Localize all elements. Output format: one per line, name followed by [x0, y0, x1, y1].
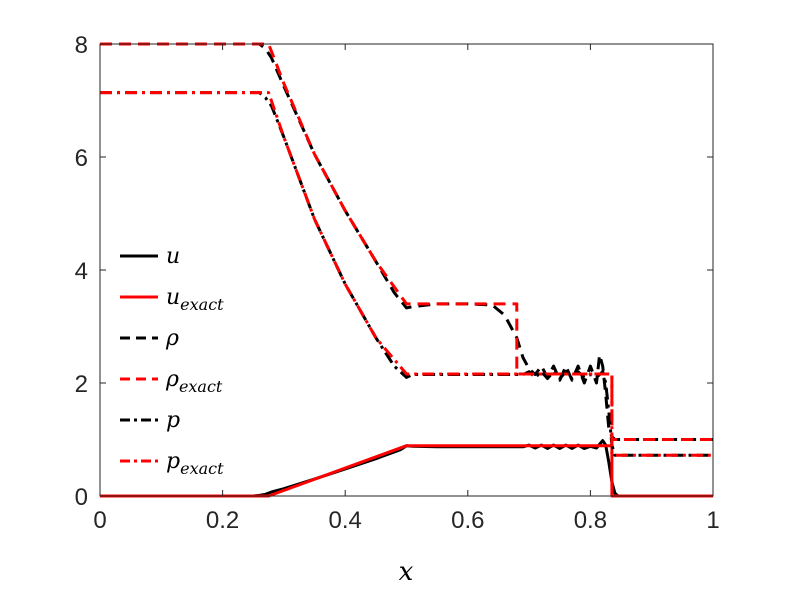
y-tick-label: 4: [75, 258, 88, 285]
legend-box: [112, 230, 252, 480]
legend-label-subscript: exact: [180, 295, 224, 314]
x-tick-label: 1: [706, 507, 719, 534]
x-tick-label: 0.2: [206, 507, 239, 534]
y-tick-label: 2: [75, 371, 88, 398]
legend-label: u: [166, 244, 180, 269]
series-line-p-exact: [100, 91, 713, 457]
axes-layer: 0 0.2 0.4 0.6 0.8 1 0 2 4 6 8: [75, 32, 720, 534]
y-tick-label: 0: [75, 484, 88, 511]
y-tick-label: 6: [75, 145, 88, 172]
series-line-ρ: [100, 42, 713, 441]
y-tick-label: 8: [75, 32, 88, 59]
x-tick-label: 0.6: [451, 507, 484, 534]
legend-label: ρ: [165, 326, 179, 351]
legend-label-subscript: exact: [180, 459, 224, 478]
x-axis-label: x: [399, 557, 414, 587]
x-tick-label: 0.8: [574, 507, 607, 534]
x-tick-label: 0.4: [329, 507, 362, 534]
x-tick-label: 0: [93, 507, 106, 534]
legend-label-subscript: exact: [179, 377, 223, 396]
legend-label: p: [166, 408, 180, 433]
